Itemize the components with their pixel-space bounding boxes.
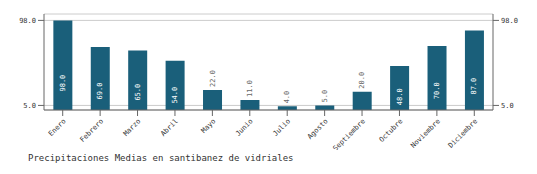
svg-text:98.0: 98.0 (19, 17, 36, 25)
svg-text:20.0: 20.0 (358, 72, 366, 89)
svg-text:22.0: 22.0 (209, 70, 217, 87)
svg-text:11.0: 11.0 (246, 80, 254, 97)
svg-text:54.0: 54.0 (171, 87, 179, 104)
svg-text:5.0: 5.0 (501, 102, 514, 110)
svg-text:Marzo: Marzo (122, 117, 143, 138)
svg-text:48.0: 48.0 (396, 88, 404, 105)
svg-text:Abril: Abril (159, 117, 180, 138)
svg-text:98.0: 98.0 (501, 17, 518, 25)
svg-text:4.0: 4.0 (283, 91, 291, 104)
html-text:Precipitaciones Medias en sant: Precipitaciones Medias en santibanez de … (28, 153, 294, 163)
svg-text:Mayo: Mayo (200, 117, 218, 135)
svg-text:69.0: 69.0 (96, 83, 104, 100)
svg-text:Enero: Enero (47, 117, 68, 138)
svg-text:Noviembre: Noviembre (409, 117, 441, 149)
svg-text:Julio: Julio (272, 117, 293, 138)
svg-text:Junio: Junio (234, 117, 255, 138)
svg-text:98.0: 98.0 (59, 75, 67, 92)
svg-text:Octubre: Octubre (378, 117, 405, 144)
svg-text:Diciembre: Diciembre (447, 117, 479, 149)
svg-text:5.0: 5.0 (321, 90, 329, 103)
svg-text:87.0: 87.0 (470, 78, 478, 95)
svg-text:Agosto: Agosto (306, 117, 330, 141)
svg-text:Febrero: Febrero (79, 117, 106, 144)
svg-text:70.0: 70.0 (433, 82, 441, 99)
svg-text:5.0: 5.0 (23, 102, 36, 110)
svg-text:65.0: 65.0 (134, 84, 142, 101)
svg-text:Septiembre: Septiembre (332, 117, 367, 150)
